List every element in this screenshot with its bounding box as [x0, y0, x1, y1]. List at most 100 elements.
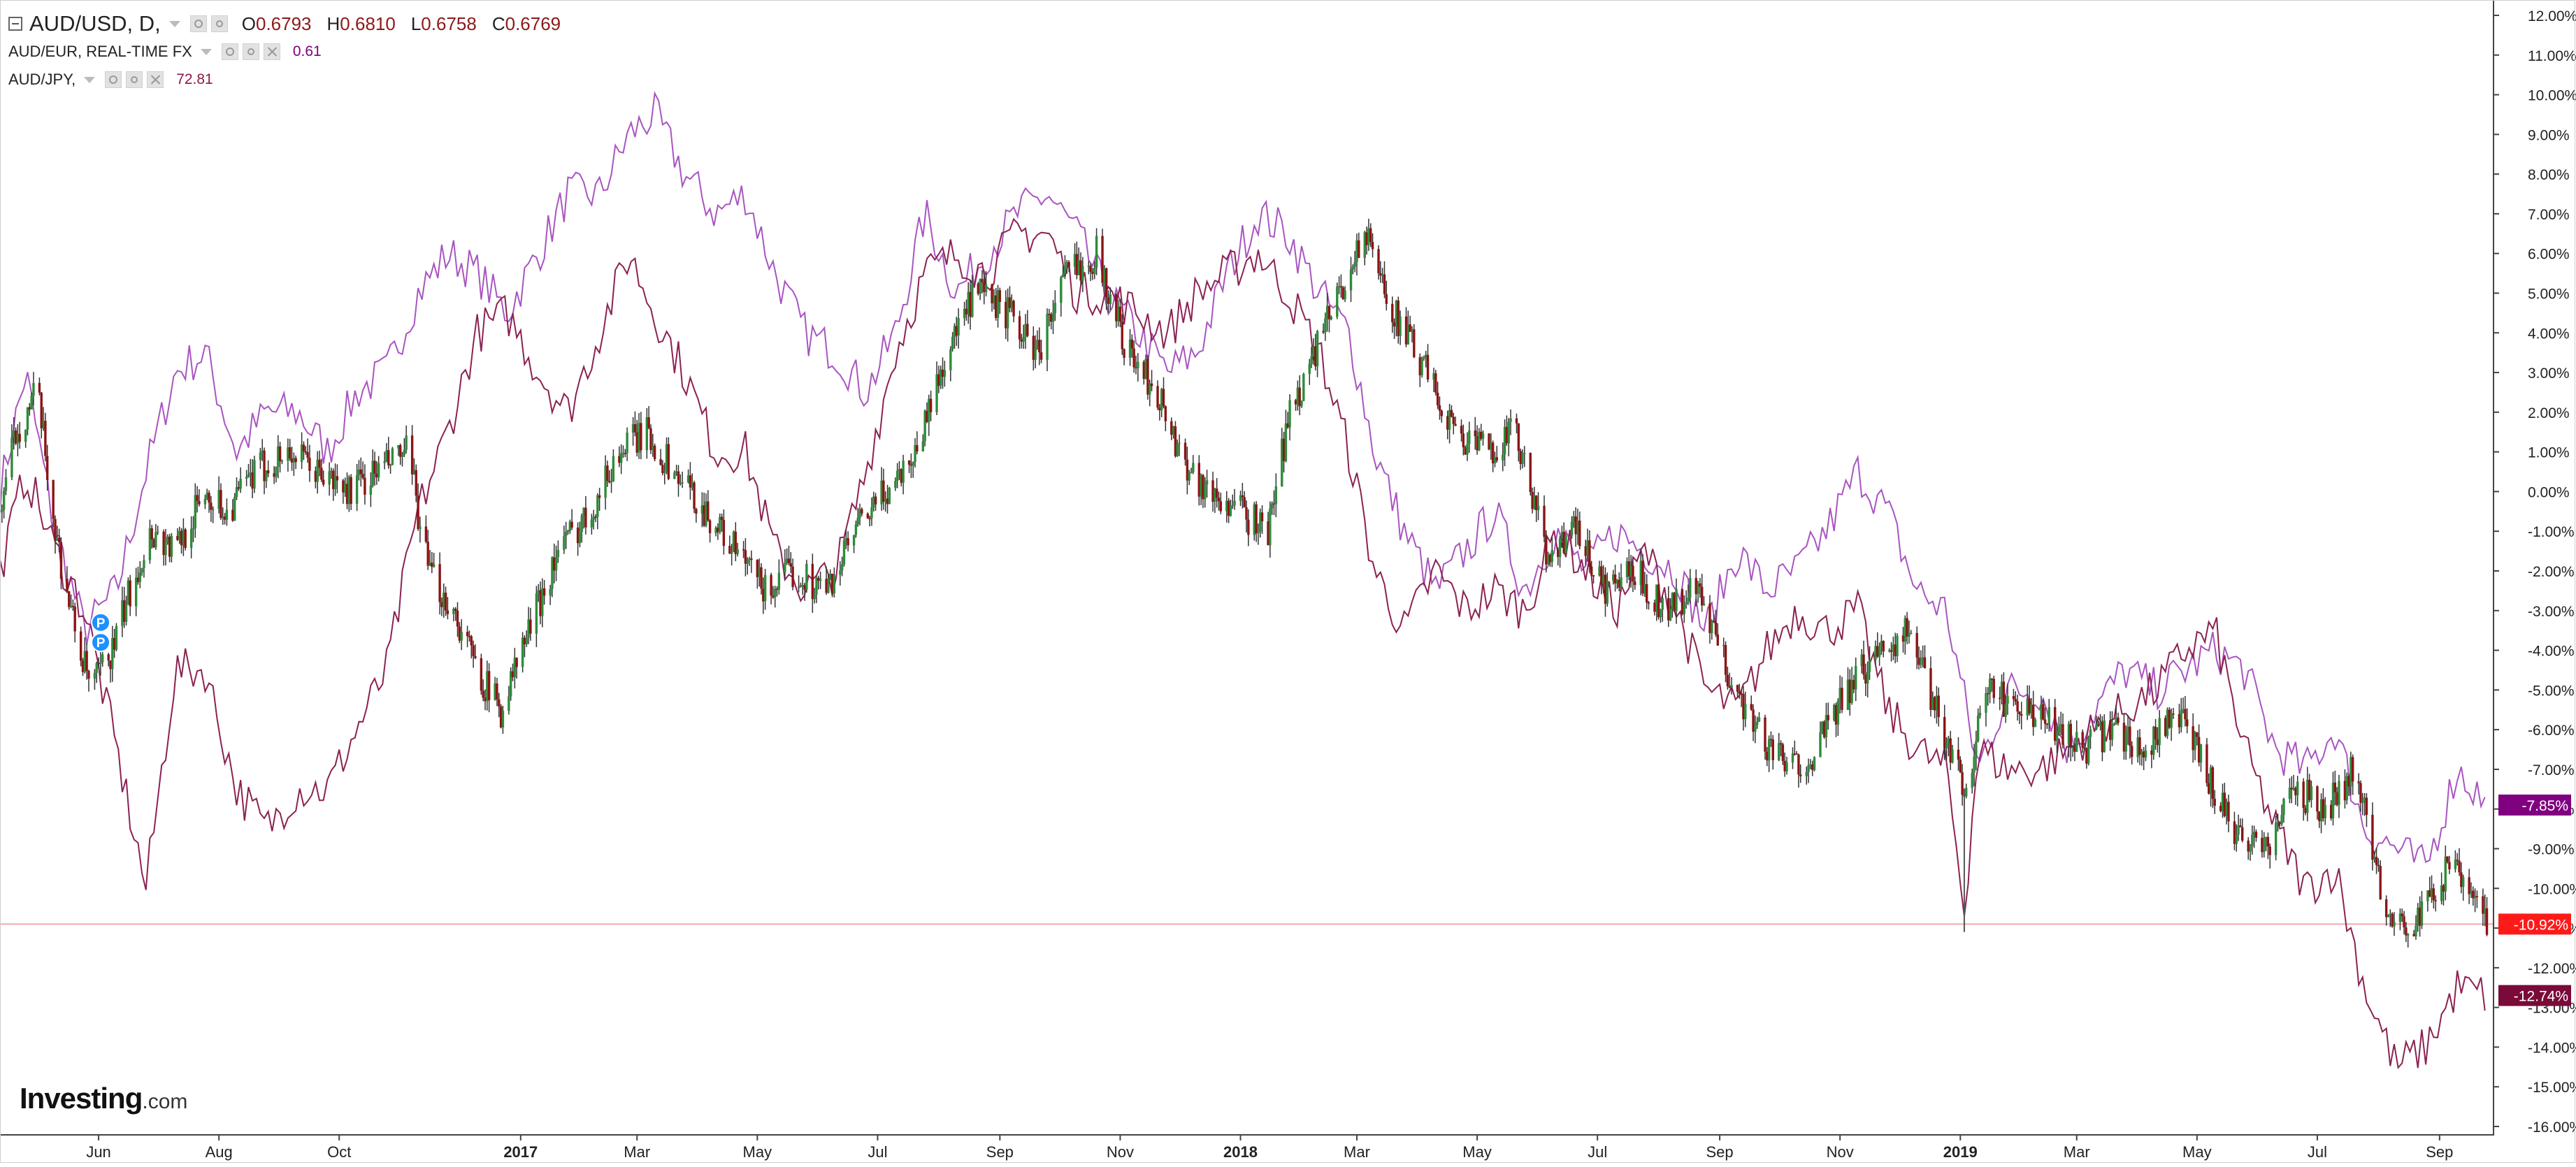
candle-body [1880, 641, 1883, 647]
collapse-legend-button[interactable] [8, 17, 22, 31]
candle [57, 528, 61, 553]
marker-circle[interactable] [91, 612, 111, 632]
candle-body [1067, 262, 1070, 267]
candle-body [2319, 799, 2323, 822]
candle-body [403, 449, 406, 455]
candle [691, 473, 693, 491]
candle [263, 447, 266, 495]
candle-body [2294, 788, 2297, 796]
x-tick-label: Mar [624, 1143, 650, 1161]
candle [926, 402, 928, 423]
main-symbol[interactable]: AUD/USD, D, [29, 11, 161, 36]
candle-body [124, 604, 128, 622]
candle [28, 403, 31, 416]
candle-body [1231, 505, 1234, 507]
candle [2280, 804, 2283, 827]
candle-body [1987, 693, 1989, 695]
candle-body [1604, 574, 1607, 604]
candle [2154, 718, 2157, 750]
candle-body [1409, 324, 1411, 332]
candle-body [2456, 860, 2459, 861]
candle-body [336, 476, 339, 481]
candle [1543, 495, 1546, 542]
candle-body [1866, 672, 1869, 684]
candle-body [176, 535, 179, 540]
candle [1550, 537, 1553, 567]
chevron-down-icon[interactable] [200, 48, 212, 55]
candle [537, 584, 540, 602]
eye-icon[interactable] [189, 15, 207, 32]
candle-body [1742, 693, 1745, 720]
event-marker[interactable]: P [91, 612, 111, 632]
candle [1711, 619, 1713, 640]
candle [1728, 672, 1731, 688]
candle [928, 394, 930, 436]
candle-body [1142, 361, 1145, 379]
candle-body [2412, 934, 2415, 936]
candle-body [222, 516, 224, 519]
gear-icon[interactable] [242, 43, 259, 60]
candle-body [2097, 724, 2100, 726]
candle-body [129, 580, 131, 607]
chevron-down-icon[interactable] [168, 20, 180, 27]
candle [1769, 731, 1773, 747]
candle-body [2336, 792, 2338, 805]
candle-body [150, 528, 153, 540]
candle [40, 391, 43, 439]
candle [667, 437, 670, 481]
candle [333, 463, 337, 496]
candle-body [513, 658, 517, 678]
candle-body [2454, 860, 2457, 869]
candle [442, 584, 445, 618]
candle [2345, 772, 2348, 805]
close-icon[interactable] [147, 71, 164, 88]
candle [1620, 563, 1622, 592]
gear-icon[interactable] [210, 15, 228, 32]
candle-body [719, 516, 721, 532]
candle-body [2101, 721, 2104, 753]
candle-body [1135, 367, 1137, 369]
candle [1192, 455, 1195, 474]
candle-body [235, 487, 238, 498]
chevron-down-icon[interactable] [84, 76, 96, 83]
candle [1809, 759, 1812, 769]
close-icon[interactable] [263, 43, 280, 60]
candle-body [1480, 431, 1483, 439]
candle [2014, 691, 2017, 705]
eur-symbol[interactable]: AUD/EUR, REAL-TIME FX [8, 43, 192, 60]
candle [1260, 505, 1264, 534]
marker-circle[interactable] [91, 632, 111, 653]
candle [640, 412, 642, 460]
event-marker[interactable]: P [91, 632, 111, 653]
candle [1785, 756, 1788, 775]
comparison-lines-layer [0, 91, 2486, 1070]
candle [468, 630, 471, 642]
eye-icon[interactable] [105, 71, 122, 88]
eye-icon[interactable] [221, 43, 238, 60]
candle-body [2276, 822, 2280, 824]
candle-body [886, 498, 889, 505]
candle-body [1629, 565, 1632, 577]
candle-body [1174, 426, 1177, 456]
candle-body [275, 467, 278, 477]
candle [1519, 448, 1522, 470]
gear-icon[interactable] [126, 71, 143, 88]
candle [1121, 314, 1123, 355]
candle [1231, 494, 1234, 509]
candle-body [2006, 696, 2009, 704]
candle-body [95, 662, 98, 673]
candle-body [245, 477, 248, 479]
jpy-symbol[interactable]: AUD/JPY, [8, 71, 76, 88]
candle-body [2343, 781, 2347, 801]
candle [717, 523, 719, 540]
candle-body [659, 459, 662, 465]
candle-body [138, 572, 142, 582]
candle-body [2406, 934, 2410, 936]
candle-body [1188, 472, 1190, 481]
low-value: 0.6758 [421, 13, 477, 34]
candle [426, 530, 429, 570]
candle [129, 574, 131, 616]
candle [245, 470, 248, 486]
